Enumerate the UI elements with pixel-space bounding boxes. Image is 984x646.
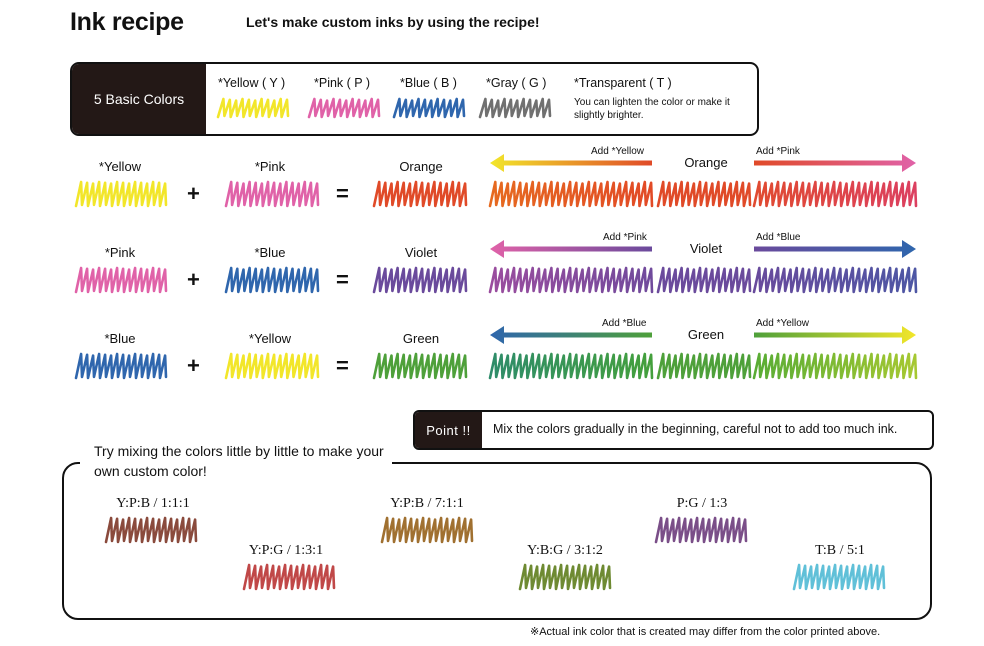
mix3-mid-label: Green <box>687 327 725 342</box>
basic-color-pink-label: *Pink ( P ) <box>314 76 371 90</box>
equals-sign: = <box>336 353 349 378</box>
mix1-result-label: Orange <box>399 159 443 174</box>
custom-color-swatch <box>104 516 198 544</box>
mid-result-swatch <box>656 266 752 294</box>
mix1-left-arrow-label: Add *Yellow <box>591 146 645 157</box>
mix2-mid-label: Violet <box>689 241 723 256</box>
page-subtitle: Let's make custom inks by using the reci… <box>246 14 540 30</box>
gradient-swatch-right <box>752 266 918 294</box>
custom-colors-panel <box>62 462 932 620</box>
custom-color-swatch <box>792 563 886 591</box>
mix3-b-label: *Yellow <box>248 331 292 346</box>
point-badge: Point !! <box>415 412 482 448</box>
add-left-arrow <box>490 326 652 344</box>
mid-result-swatch <box>656 180 752 208</box>
mix-b-swatch <box>224 180 320 208</box>
custom-color-swatch <box>380 516 474 544</box>
mix1-a-label: *Yellow <box>98 159 142 174</box>
basic-color-blue-label: *Blue ( B ) <box>400 76 457 90</box>
mix-result-swatch <box>372 352 468 380</box>
basic-colors-heading: 5 Basic Colors <box>72 64 206 134</box>
gradient-swatch-right <box>752 180 918 208</box>
plus-sign: + <box>187 267 200 292</box>
gradient-swatch-left <box>488 180 654 208</box>
add-right-arrow <box>754 154 916 172</box>
basic-colors-panel: 5 Basic Colors *Yellow ( Y ) *Pink ( P )… <box>70 62 759 136</box>
mix1-right-arrow-label: Add *Pink <box>756 146 800 157</box>
mix-a-swatch <box>74 180 168 208</box>
mix3-right-arrow-label: Add *Yellow <box>756 318 810 329</box>
point-text: Mix the colors gradually in the beginnin… <box>493 422 898 436</box>
basic-color-swatch <box>307 97 381 119</box>
custom-ratio-label: Y:P:G / 1:3:1 <box>248 543 324 558</box>
mix2-right-arrow-label: Add *Blue <box>756 232 801 243</box>
basic-color-yellow-label: *Yellow ( Y ) <box>218 76 286 90</box>
equals-sign: = <box>336 267 349 292</box>
mix3-a-label: *Blue <box>104 331 136 346</box>
mix2-b-label: *Blue <box>254 245 286 260</box>
mix-a-swatch <box>74 266 168 294</box>
mix2-a-label: *Pink <box>104 245 136 260</box>
point-tip-panel: Point !! Mix the colors gradually in the… <box>413 410 934 450</box>
mix-b-swatch <box>224 352 320 380</box>
basic-color-swatch <box>216 97 290 119</box>
custom-color-swatch <box>654 516 748 544</box>
gradient-swatch-right <box>752 352 918 380</box>
custom-color-swatch <box>518 563 612 591</box>
mix-result-swatch <box>372 180 468 208</box>
custom-color-swatch <box>242 563 336 591</box>
transparent-note: You can lighten the color or make it sli… <box>574 97 730 121</box>
custom-ratio-label: T:B / 5:1 <box>815 543 865 558</box>
custom-ratio-label: Y:B:G / 3:1:2 <box>527 543 603 558</box>
custom-panel-gap <box>80 455 392 469</box>
mix2-result-label: Violet <box>404 245 438 260</box>
add-left-arrow <box>490 240 652 258</box>
equals-sign: = <box>336 181 349 206</box>
mid-result-swatch <box>656 352 752 380</box>
mix-b-swatch <box>224 266 320 294</box>
mix3-result-label: Green <box>402 331 440 346</box>
custom-ratio-label: Y:P:B / 7:1:1 <box>390 496 464 511</box>
mix-result-swatch <box>372 266 468 294</box>
footnote: ※Actual ink color that is created may di… <box>530 626 881 638</box>
gradient-swatch-left <box>488 266 654 294</box>
custom-ratio-label: P:G / 1:3 <box>676 496 728 511</box>
plus-sign: + <box>187 181 200 206</box>
add-right-arrow <box>754 326 916 344</box>
page-title: Ink recipe <box>70 8 184 36</box>
mix2-left-arrow-label: Add *Pink <box>603 232 647 243</box>
add-right-arrow <box>754 240 916 258</box>
basic-color-gray-label: *Gray ( G ) <box>486 76 547 90</box>
mix3-left-arrow-label: Add *Blue <box>602 318 647 329</box>
mix1-b-label: *Pink <box>254 159 286 174</box>
custom-intro-text: Try mixing the colors little by little t… <box>94 443 384 479</box>
basic-color-transparent-label: *Transparent ( T ) <box>574 76 672 90</box>
gradient-swatch-left <box>488 352 654 380</box>
basic-color-swatch <box>392 97 466 119</box>
basic-color-swatch <box>478 97 552 119</box>
custom-ratio-label: Y:P:B / 1:1:1 <box>116 496 190 511</box>
add-left-arrow <box>490 154 652 172</box>
plus-sign: + <box>187 353 200 378</box>
mix-a-swatch <box>74 352 168 380</box>
mix1-mid-label: Orange <box>684 155 728 170</box>
